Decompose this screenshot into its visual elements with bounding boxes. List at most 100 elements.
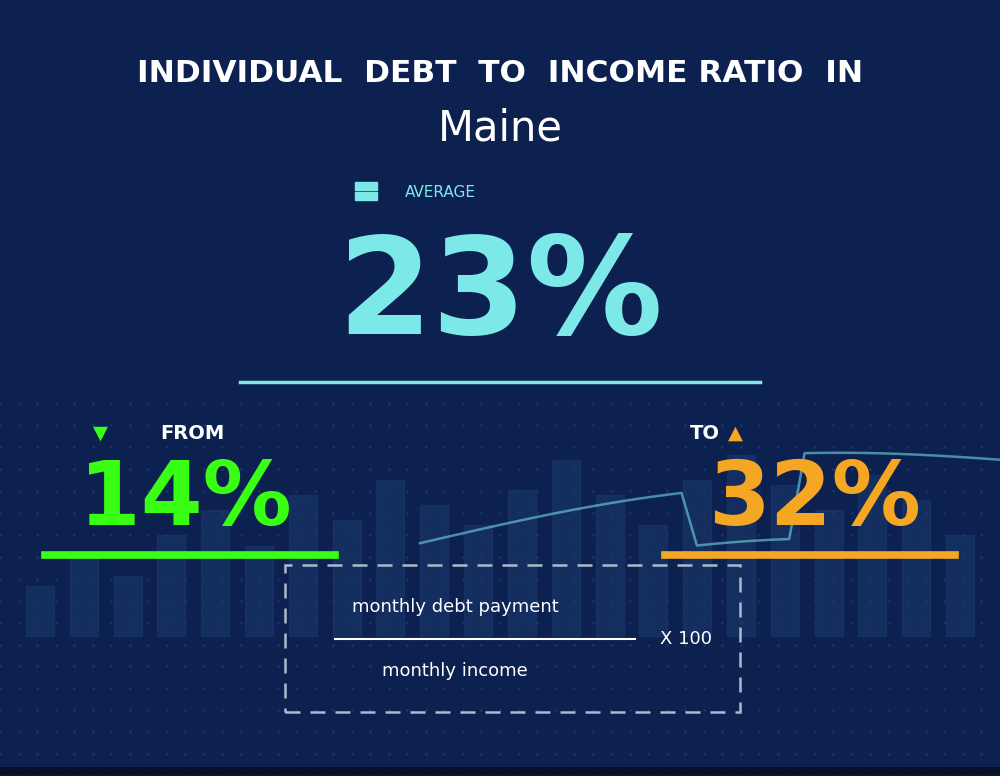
Bar — [0, 770, 1000, 773]
Bar — [0, 771, 1000, 774]
Bar — [0, 769, 1000, 773]
Bar — [0, 771, 1000, 774]
Bar — [0, 769, 1000, 773]
Bar — [0, 771, 1000, 774]
Bar — [0, 771, 1000, 775]
Bar — [0, 770, 1000, 774]
Bar — [0, 769, 1000, 773]
Bar — [727, 455, 755, 636]
Bar — [0, 770, 1000, 774]
Bar — [0, 770, 1000, 774]
Bar — [0, 772, 1000, 776]
Bar — [0, 768, 1000, 772]
Bar — [0, 768, 1000, 772]
Bar — [0, 770, 1000, 774]
Bar — [0, 770, 1000, 774]
Bar — [0, 771, 1000, 774]
Bar — [0, 769, 1000, 773]
Bar — [0, 771, 1000, 774]
Bar — [639, 525, 667, 636]
Bar — [815, 511, 843, 636]
Text: Maine: Maine — [438, 107, 562, 149]
Bar — [0, 771, 1000, 775]
Bar — [420, 505, 448, 636]
Bar — [0, 770, 1000, 774]
Bar — [0, 770, 1000, 774]
Bar — [0, 769, 1000, 773]
Bar — [596, 495, 624, 636]
Bar — [0, 770, 1000, 774]
Bar — [0, 772, 1000, 776]
Bar — [0, 769, 1000, 773]
Bar — [0, 770, 1000, 774]
Bar — [0, 771, 1000, 774]
Bar — [0, 769, 1000, 773]
Bar — [0, 771, 1000, 774]
Bar — [0, 771, 1000, 774]
Bar — [0, 769, 1000, 773]
Text: INDIVIDUAL  DEBT  TO  INCOME RATIO  IN: INDIVIDUAL DEBT TO INCOME RATIO IN — [137, 59, 863, 88]
Bar — [0, 771, 1000, 774]
Bar — [0, 770, 1000, 774]
Text: FROM: FROM — [160, 424, 224, 442]
Bar — [0, 772, 1000, 776]
Bar — [0, 771, 1000, 775]
Bar — [0, 771, 1000, 774]
Bar — [858, 475, 886, 636]
Bar — [0, 771, 1000, 775]
Bar — [0, 771, 1000, 775]
Bar — [0, 771, 1000, 774]
Text: monthly income: monthly income — [382, 662, 528, 681]
Bar — [0, 772, 1000, 776]
Bar — [70, 556, 98, 636]
Bar — [0, 770, 1000, 774]
Text: 23%: 23% — [337, 231, 663, 362]
Bar — [0, 772, 1000, 776]
Bar — [0, 771, 1000, 775]
Bar — [0, 769, 1000, 773]
Bar — [0, 770, 1000, 774]
Bar — [0, 771, 1000, 774]
Bar — [0, 769, 1000, 773]
Bar — [0, 772, 1000, 776]
Bar — [0, 771, 1000, 775]
Bar — [0, 772, 1000, 776]
Bar — [0, 771, 1000, 774]
Bar — [0, 770, 1000, 774]
Bar — [0, 771, 1000, 774]
Bar — [0, 768, 1000, 772]
Bar — [0, 771, 1000, 774]
Bar — [0, 771, 1000, 775]
Bar — [0, 771, 1000, 774]
Bar — [0, 772, 1000, 776]
Bar — [0, 768, 1000, 772]
Bar — [0, 770, 1000, 774]
Bar — [0, 771, 1000, 775]
Bar — [0, 771, 1000, 774]
Bar — [333, 520, 361, 636]
Bar — [0, 769, 1000, 773]
Bar — [0, 768, 1000, 772]
Bar — [0, 771, 1000, 774]
Bar — [0, 770, 1000, 774]
Bar — [0, 770, 1000, 774]
Bar — [0, 768, 1000, 772]
Bar — [0, 771, 1000, 774]
Bar — [0, 771, 1000, 775]
Bar — [0, 771, 1000, 775]
Text: AVERAGE: AVERAGE — [405, 185, 476, 200]
Bar — [0, 769, 1000, 773]
Bar — [0, 769, 1000, 773]
Bar — [0, 768, 1000, 772]
Bar — [464, 525, 492, 636]
Bar — [201, 511, 229, 636]
Bar — [289, 495, 317, 636]
Bar — [0, 769, 1000, 773]
Bar — [0, 771, 1000, 774]
Bar — [0, 768, 1000, 772]
Bar — [0, 768, 1000, 772]
Text: TO: TO — [690, 424, 720, 442]
Bar — [0, 771, 1000, 775]
Bar — [0, 770, 1000, 774]
Bar — [0, 769, 1000, 773]
